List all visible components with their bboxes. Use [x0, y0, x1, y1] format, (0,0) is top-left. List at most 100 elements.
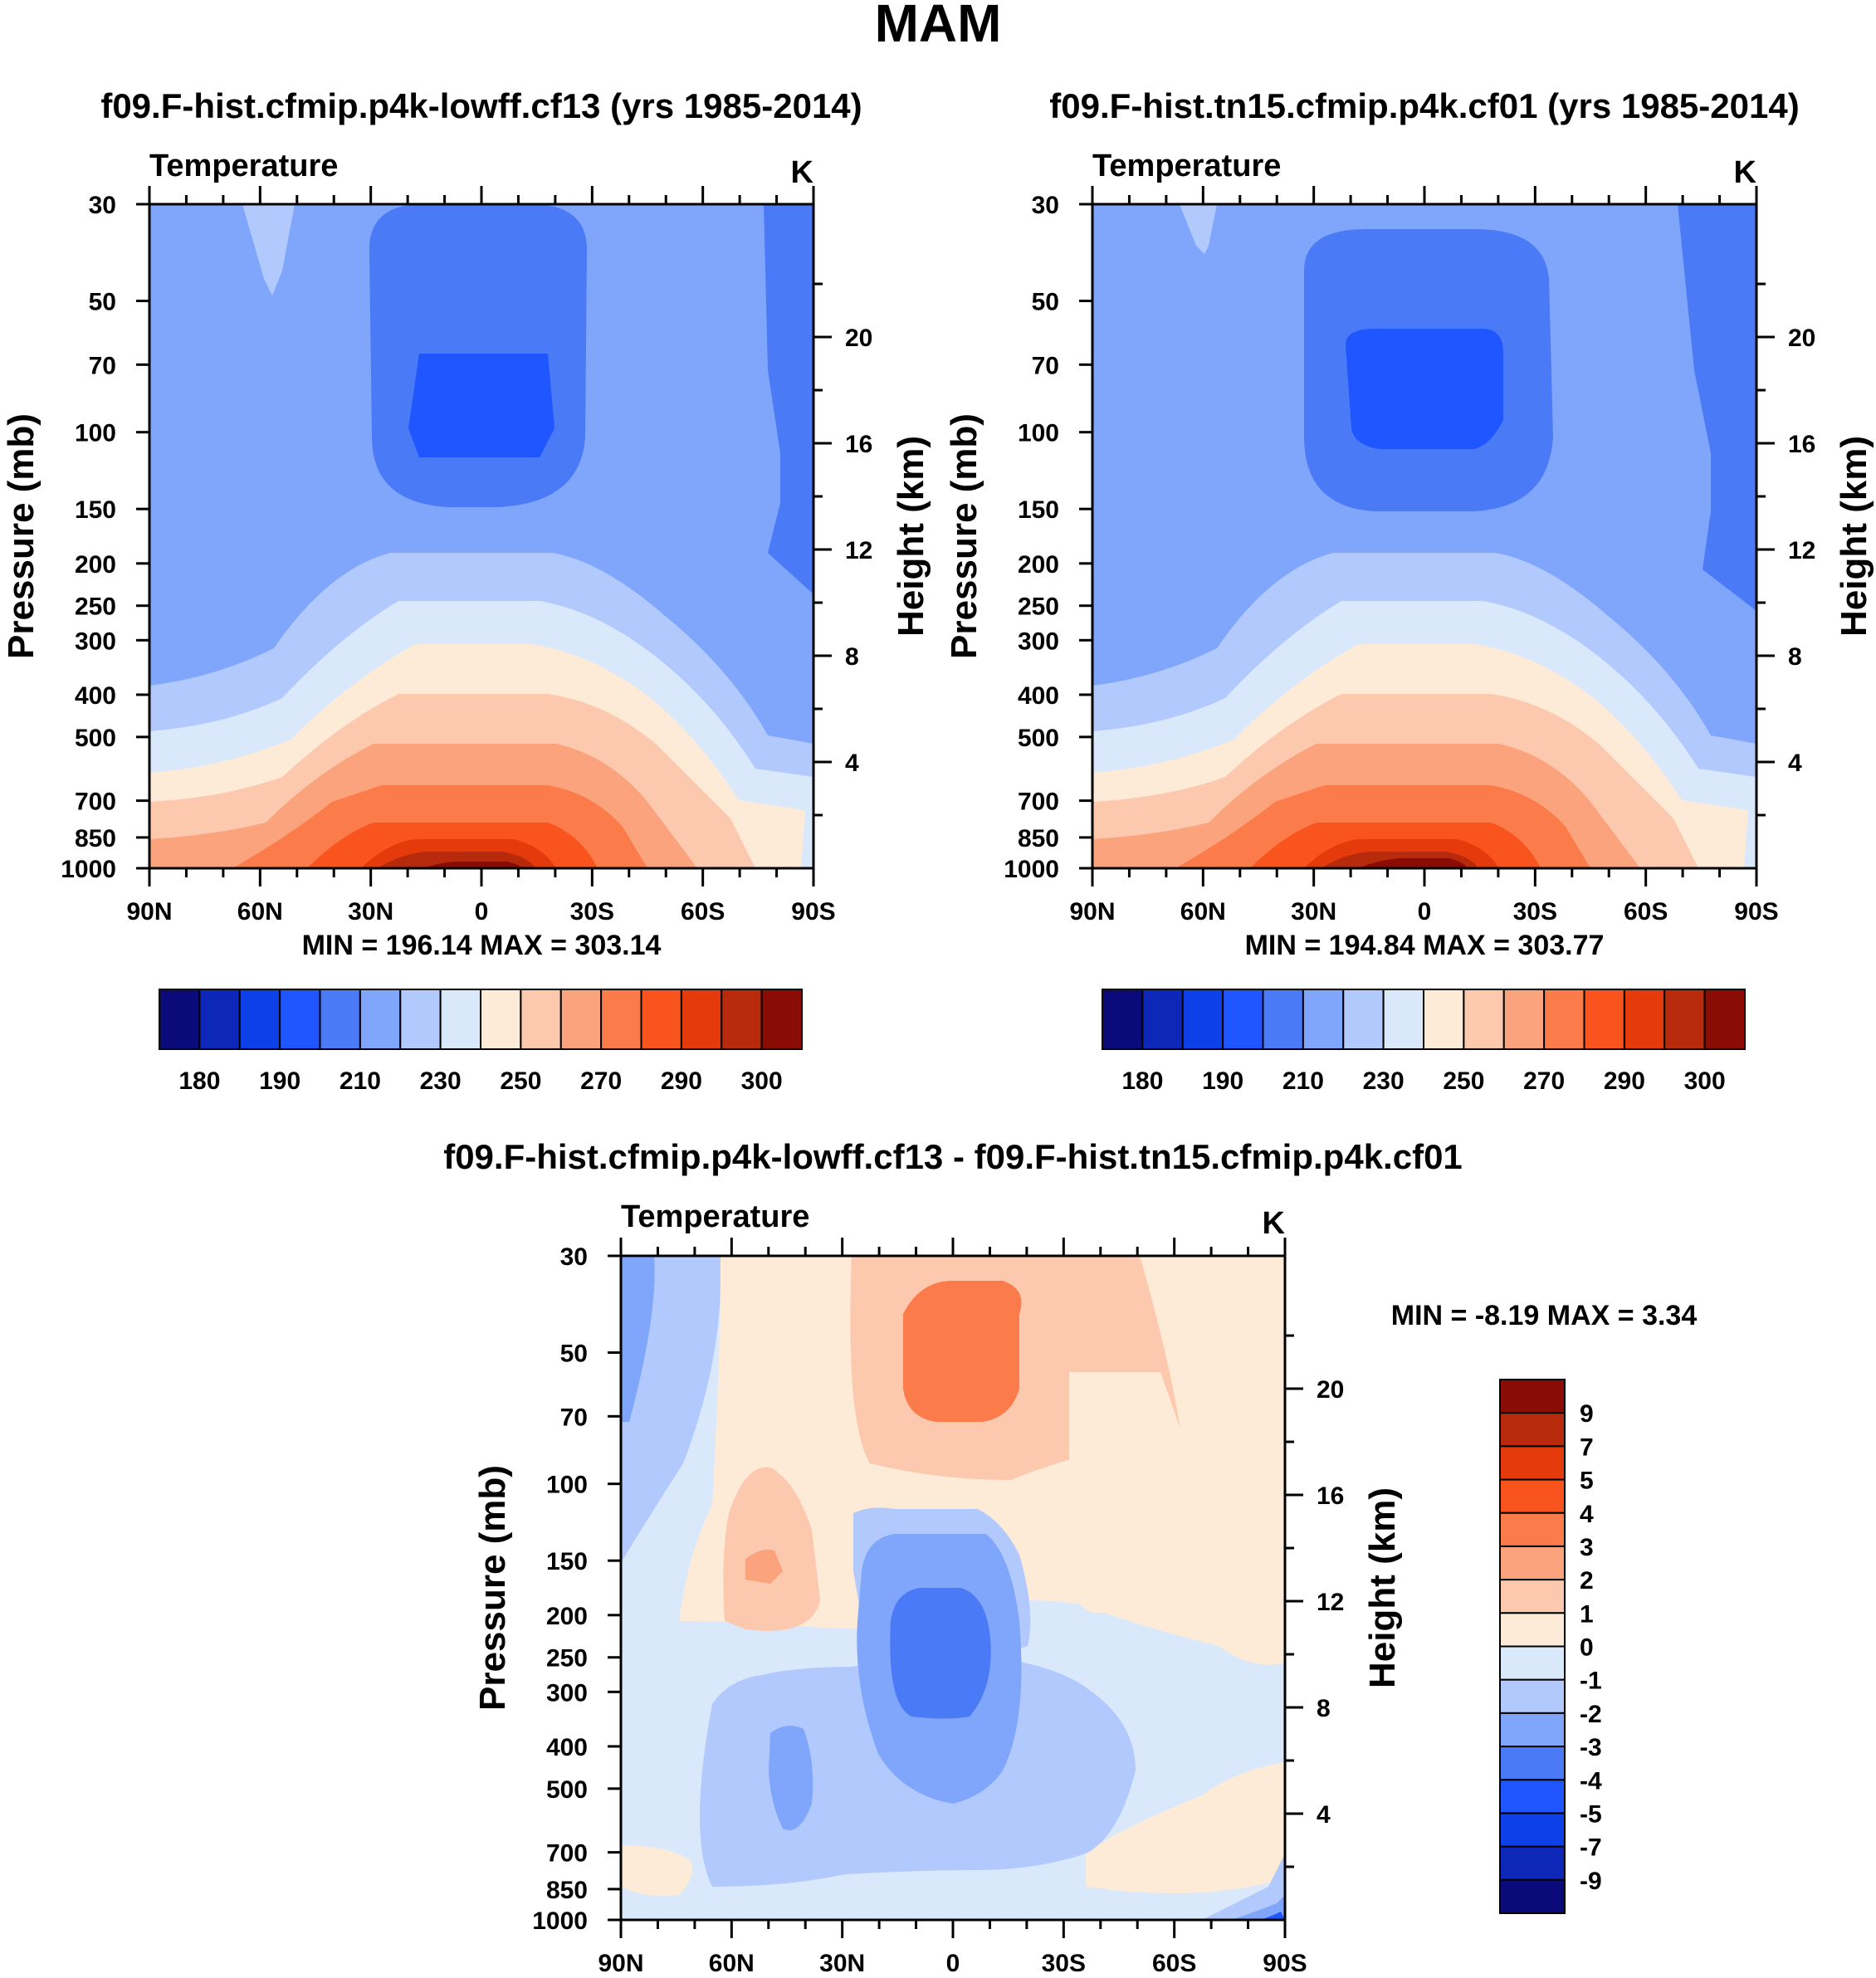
- axes: 90N 60N 30N 0 30S 60S 90S 30 50 70 100 150 200 250 300…: [61, 186, 872, 926]
- y-tick-label: 200: [546, 1603, 588, 1630]
- y-tick-label: 30: [89, 192, 116, 219]
- panel-test: f09.F-hist.tn15.cfmip.p4k.cf01 (yrs 1985…: [944, 86, 1874, 1095]
- colorbar-swatch: [640, 989, 682, 1050]
- panel-control: f09.F-hist.cfmip.p4k-lowff.cf13 (yrs 198…: [1, 86, 931, 1095]
- colorbar-swatch: [319, 989, 361, 1050]
- colorbar-label: 180: [178, 1067, 220, 1095]
- y2-tick-label: 16: [1788, 431, 1815, 458]
- x-tick-label: 90N: [598, 1950, 643, 1977]
- colorbar-swatch: [1499, 1746, 1566, 1781]
- colorbar-label: 250: [500, 1067, 541, 1095]
- panel-title: f09.F-hist.cfmip.p4k-lowff.cf13 (yrs 198…: [100, 86, 862, 125]
- contour-field: [149, 204, 813, 868]
- y2-tick-label: 16: [845, 431, 872, 458]
- x-tick-label: 60S: [1152, 1950, 1196, 1977]
- colorbar-swatch: [1499, 1579, 1566, 1614]
- colorbar-swatch: [480, 989, 522, 1050]
- x-tick-label: 0: [946, 1950, 960, 1977]
- colorbar-label: 270: [580, 1067, 622, 1095]
- colorbar-swatch: [1499, 1812, 1566, 1848]
- colorbar-label: 4: [1580, 1501, 1594, 1528]
- colorbar-label: 210: [1282, 1067, 1324, 1095]
- colorbar-swatch: [399, 989, 442, 1050]
- colorbar-label: 300: [741, 1067, 783, 1095]
- colorbar-swatch: [1382, 989, 1424, 1050]
- units-label: K: [791, 155, 814, 190]
- colorbar-swatch: [279, 989, 321, 1050]
- colorbar-swatch: [600, 989, 642, 1050]
- y-tick-label: 50: [89, 289, 116, 316]
- colorbar-label: 290: [1604, 1067, 1645, 1095]
- colorbar-swatch: [439, 989, 481, 1050]
- y-tick-label: 100: [546, 1472, 588, 1499]
- contour-field: [621, 1256, 1285, 1920]
- y-tick-label: 1000: [61, 856, 116, 883]
- colorbar-label: 210: [340, 1067, 381, 1095]
- y-tick-label: 100: [75, 420, 116, 447]
- colorbar-swatch: [1262, 989, 1304, 1050]
- y-tick-label: 150: [546, 1548, 588, 1575]
- y2-tick-label: 8: [845, 643, 859, 671]
- x-tick-label: 90S: [791, 898, 835, 926]
- y2-tick-label: 12: [1788, 537, 1815, 564]
- colorbar-swatch: [1499, 1678, 1566, 1714]
- y2-tick-label: 8: [1788, 643, 1802, 671]
- panel-difference: f09.F-hist.cfmip.p4k-lowff.cf13 - f09.F-…: [443, 1137, 1697, 1977]
- colorbar-label: 250: [1443, 1067, 1484, 1095]
- y2-tick-label: 20: [1788, 325, 1815, 352]
- x-tick-label: 30N: [819, 1950, 865, 1977]
- y-tick-label: 150: [75, 496, 116, 524]
- colorbar-swatch: [1499, 1412, 1566, 1448]
- colorbar-label: 190: [1202, 1067, 1243, 1095]
- y-tick-label: 70: [89, 352, 116, 379]
- y-tick-label: 300: [546, 1679, 588, 1707]
- colorbar-swatch: [1499, 1445, 1566, 1481]
- colorbar-swatch: [1342, 989, 1385, 1050]
- colorbar-swatch: [1302, 989, 1345, 1050]
- colorbar-swatch: [559, 989, 603, 1050]
- colorbar-swatch: [520, 989, 562, 1050]
- colorbar-swatch: [238, 989, 281, 1050]
- ylabel: Pressure (mb): [1, 413, 42, 659]
- colorbar-swatch: [1141, 989, 1184, 1050]
- x-tick-label: 60S: [681, 898, 725, 926]
- ylabel: Pressure (mb): [472, 1465, 513, 1711]
- x-tick-label: 60N: [1180, 898, 1226, 926]
- y-tick-label: 1000: [1004, 856, 1059, 883]
- colorbar-swatch: [1463, 989, 1505, 1050]
- y2label: Height (km): [891, 436, 931, 637]
- axes: 90N 60N 30N 0 30S 60S 90S 30 50 70 100 150 200 250 300…: [1004, 186, 1815, 926]
- colorbar-swatch: [1623, 989, 1666, 1050]
- plot-area: [1091, 203, 1758, 870]
- colorbar-swatch: [1499, 1645, 1566, 1681]
- colorbar-swatch: [1499, 1712, 1566, 1748]
- colorbar-swatch: [1102, 989, 1144, 1050]
- y-tick-label: 850: [1018, 825, 1059, 852]
- y-tick-label: 700: [1018, 789, 1059, 816]
- y-tick-label: 400: [546, 1734, 588, 1761]
- y-tick-label: 200: [75, 551, 116, 579]
- x-tick-label: 30S: [570, 898, 614, 926]
- x-tick-label: 60N: [709, 1950, 755, 1977]
- y2label: Height (km): [1834, 436, 1874, 637]
- colorbar-label: -3: [1580, 1734, 1602, 1761]
- y2-tick-label: 4: [1317, 1801, 1331, 1829]
- colorbar-swatch: [1663, 989, 1706, 1050]
- colorbar-label: 3: [1580, 1534, 1594, 1561]
- panel-title: f09.F-hist.tn15.cfmip.p4k.cf01 (yrs 1985…: [1049, 86, 1799, 125]
- y-tick-label: 500: [546, 1776, 588, 1804]
- y2-tick-label: 4: [1788, 750, 1802, 777]
- y2label: Height (km): [1362, 1487, 1403, 1688]
- contour-field: [1092, 204, 1756, 868]
- colorbar: 180 190 210 230 250 270 290 300: [1102, 989, 1746, 1095]
- y-tick-label: 850: [546, 1877, 588, 1904]
- colorbar-label: -4: [1580, 1767, 1602, 1795]
- axes: 90N 60N 30N 0 30S 60S 90S 30 50 70 100 150 200 250 300…: [532, 1238, 1344, 1977]
- x-tick-label: 90N: [1069, 898, 1115, 926]
- y-tick-label: 70: [1032, 352, 1059, 379]
- variable-label: Temperature: [149, 149, 338, 183]
- y-tick-label: 50: [560, 1341, 588, 1368]
- colorbar-label: -1: [1580, 1668, 1602, 1695]
- y2-tick-label: 8: [1317, 1695, 1331, 1722]
